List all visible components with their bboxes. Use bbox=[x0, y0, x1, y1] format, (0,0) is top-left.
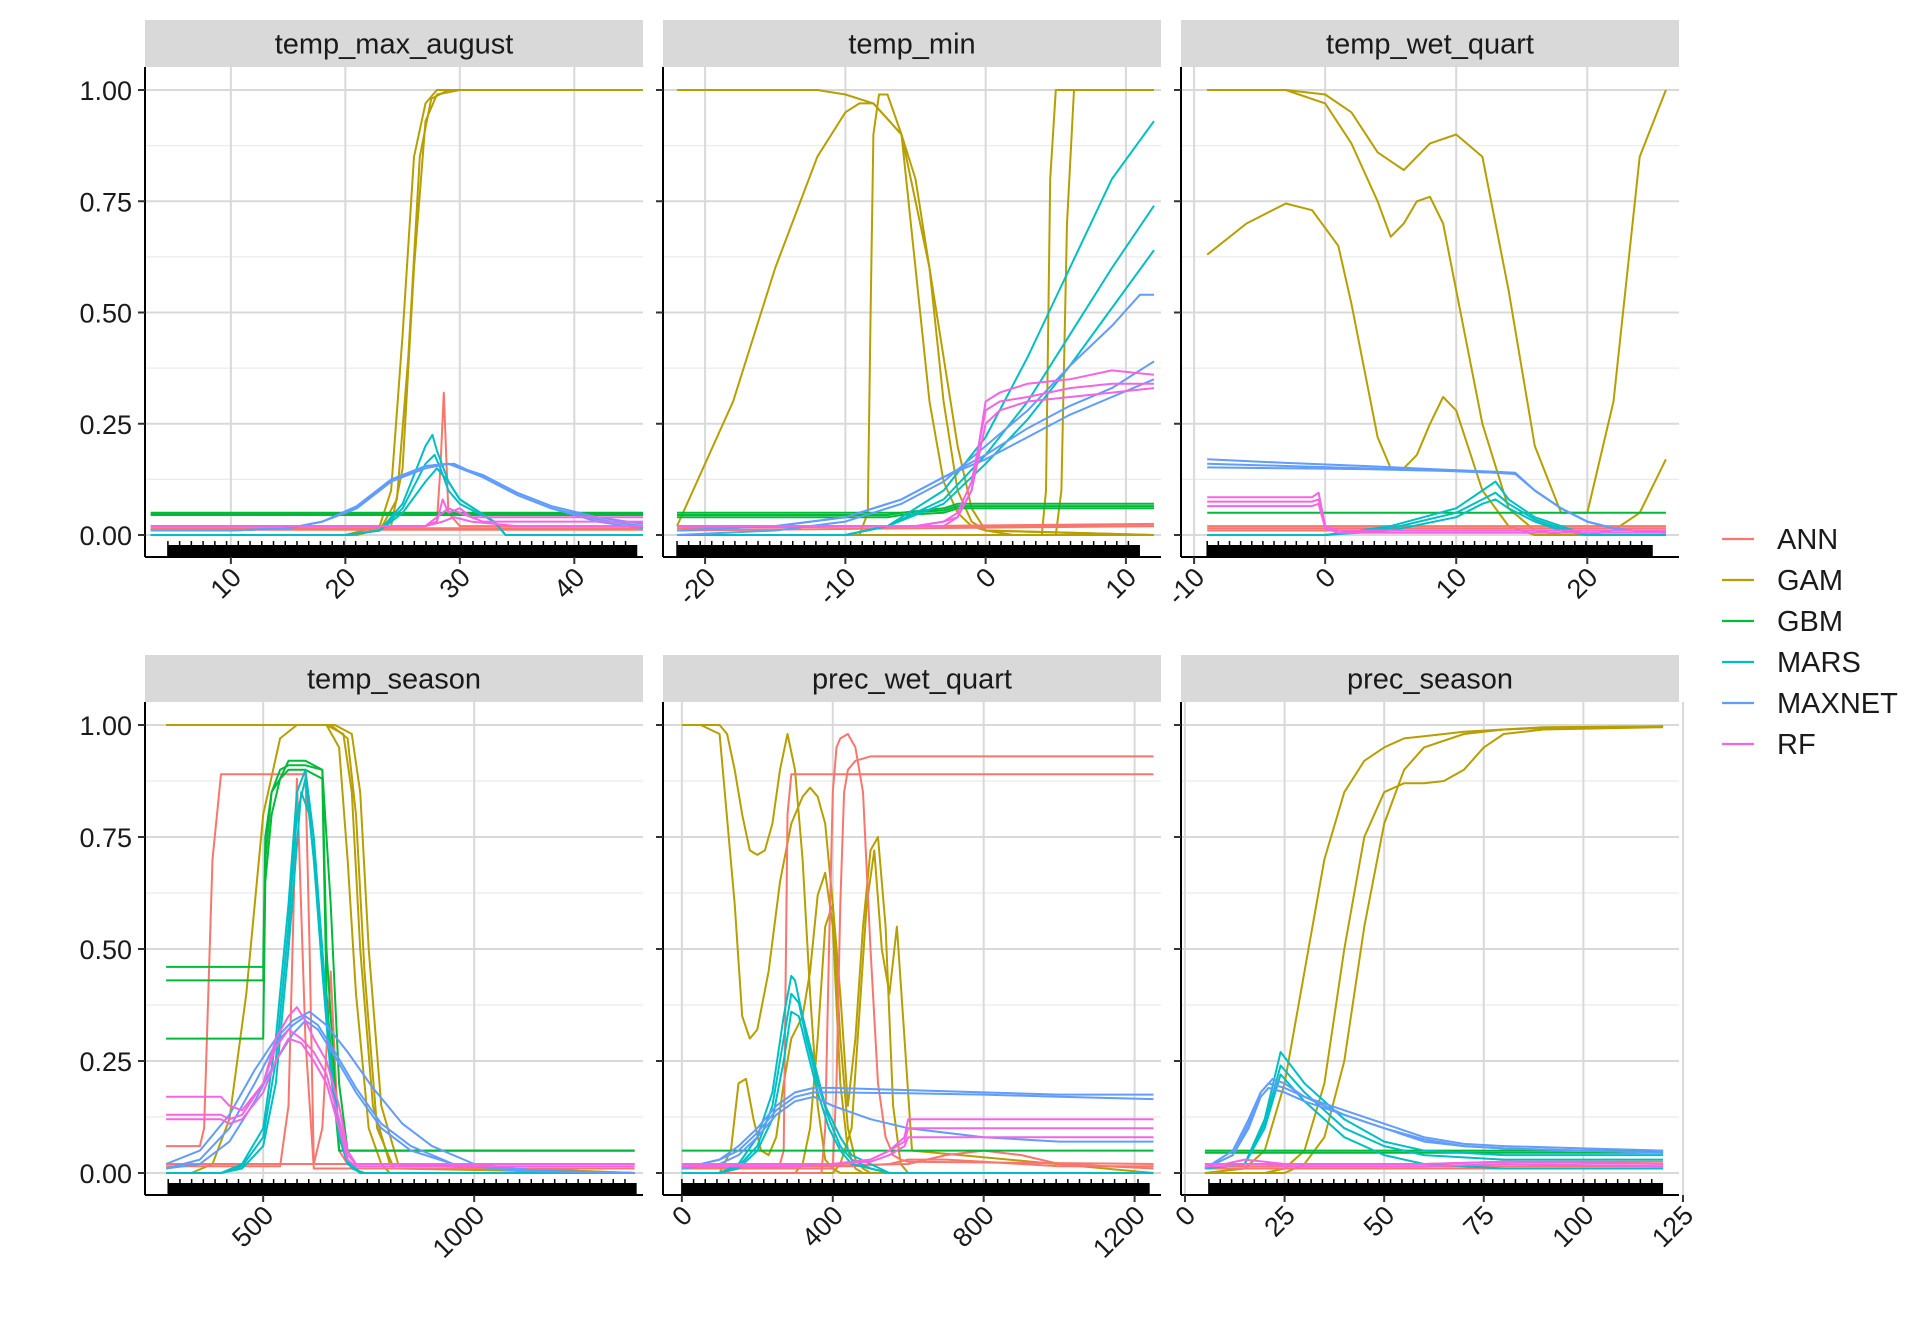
series-line-ann bbox=[166, 777, 635, 1170]
series-line-rf bbox=[150, 516, 643, 528]
gridlines bbox=[1181, 702, 1684, 1195]
series-line-gam bbox=[681, 871, 1154, 1174]
series-line-ann bbox=[166, 773, 635, 1165]
legend-label: GBM bbox=[1777, 606, 1843, 638]
legend: ANN GAM GBM MARS MAXNET RF bbox=[1722, 524, 1898, 761]
series-line-gam bbox=[677, 89, 1154, 536]
strip-temp-season bbox=[145, 655, 643, 702]
strip-temp-max-august bbox=[145, 20, 643, 67]
legend-item-ann: ANN bbox=[1722, 524, 1838, 556]
series-lines bbox=[681, 724, 1154, 1174]
series-lines bbox=[676, 89, 1155, 536]
legend-item-maxnet: MAXNET bbox=[1722, 688, 1898, 720]
rug-marks bbox=[167, 541, 638, 557]
legend-label: GAM bbox=[1777, 565, 1843, 597]
legend-item-gam: GAM bbox=[1722, 565, 1843, 597]
series-lines bbox=[165, 724, 635, 1174]
y-tick-label: 1.00 bbox=[79, 711, 132, 741]
y-tick-label: 0.75 bbox=[79, 187, 132, 217]
series-line-gam bbox=[1207, 89, 1667, 514]
series-line-gam bbox=[1204, 726, 1664, 1174]
rug-marks bbox=[676, 541, 1140, 557]
strip-temp-min bbox=[663, 20, 1161, 67]
series-line-mars bbox=[677, 249, 1155, 536]
rug-marks bbox=[1208, 1179, 1664, 1195]
series-line-maxnet bbox=[1204, 1082, 1664, 1170]
y-tick-label: 0.75 bbox=[79, 823, 132, 853]
series-line-mars bbox=[1207, 480, 1666, 536]
series-line-maxnet bbox=[681, 1086, 1154, 1170]
series-line-mars bbox=[1204, 1073, 1664, 1170]
series-line-rf bbox=[677, 387, 1155, 528]
legend-label: ANN bbox=[1777, 524, 1838, 556]
series-line-gbm bbox=[677, 507, 1154, 519]
series-lines bbox=[1206, 89, 1667, 536]
series-line-gbm bbox=[166, 759, 635, 1152]
strip-label: temp_min bbox=[848, 29, 975, 61]
series-line-mars bbox=[1204, 1051, 1664, 1170]
series-line-gam bbox=[1206, 202, 1667, 536]
legend-label: MARS bbox=[1777, 647, 1861, 679]
series-line-mars bbox=[166, 791, 635, 1174]
y-tick-label: 0.25 bbox=[79, 1047, 132, 1077]
series-line-maxnet bbox=[681, 1091, 1154, 1170]
series-line-maxnet bbox=[676, 378, 1155, 532]
series-line-gam bbox=[677, 93, 1155, 536]
legend-label: MAXNET bbox=[1777, 688, 1898, 720]
y-tick-label: 0.25 bbox=[79, 410, 132, 440]
series-line-mars bbox=[1204, 1064, 1664, 1170]
y-tick-label: 0.00 bbox=[79, 1159, 132, 1189]
strip-label: prec_season bbox=[1347, 664, 1513, 696]
gridlines bbox=[663, 702, 1161, 1195]
series-line-gam bbox=[681, 836, 1154, 1174]
series-line-maxnet bbox=[676, 293, 1154, 536]
series-lines bbox=[150, 89, 644, 536]
strip-label: temp_wet_quart bbox=[1326, 29, 1534, 61]
series-line-maxnet bbox=[165, 1010, 635, 1174]
series-line-mars bbox=[150, 467, 643, 536]
series-line-rf bbox=[166, 1037, 635, 1168]
series-line-rf bbox=[1204, 1163, 1664, 1168]
series-line-gam bbox=[677, 89, 1155, 536]
strip-label: temp_max_august bbox=[275, 29, 514, 61]
rug-marks bbox=[681, 1179, 1150, 1195]
series-line-rf bbox=[1207, 502, 1666, 534]
series-line-mars bbox=[681, 1010, 1154, 1174]
legend-label: RF bbox=[1777, 729, 1816, 761]
series-line-maxnet bbox=[150, 462, 644, 532]
strip-label: prec_wet_quart bbox=[812, 664, 1012, 696]
legend-item-mars: MARS bbox=[1722, 647, 1861, 679]
legend-item-rf: RF bbox=[1722, 729, 1816, 761]
series-line-rf bbox=[677, 382, 1154, 528]
strip-temp-wet-quart bbox=[1181, 20, 1679, 67]
series-line-maxnet bbox=[1204, 1077, 1664, 1170]
series-line-ann bbox=[681, 733, 1154, 1174]
y-tick-label: 1.00 bbox=[79, 76, 132, 106]
panel-temp-wet-quart: temp_wet_quart-10 0 10 20 bbox=[1162, 20, 1679, 611]
series-line-maxnet bbox=[1207, 466, 1666, 534]
strip-prec-wet-quart bbox=[663, 655, 1161, 702]
y-tick-label: 0.50 bbox=[79, 935, 132, 965]
series-line-rf bbox=[166, 1028, 635, 1165]
series-line-rf bbox=[1204, 1158, 1664, 1165]
rug-marks bbox=[167, 1179, 637, 1195]
series-line-maxnet bbox=[165, 1019, 635, 1174]
y-tick-label: 0.00 bbox=[79, 521, 132, 551]
y-tick-label: 0.50 bbox=[79, 299, 132, 329]
series-lines bbox=[1204, 725, 1664, 1174]
series-line-rf bbox=[681, 1136, 1154, 1168]
strip-label: temp_season bbox=[307, 664, 481, 696]
series-line-rf bbox=[166, 1006, 635, 1165]
strip-prec-season bbox=[1181, 655, 1679, 702]
series-line-maxnet bbox=[165, 1015, 635, 1174]
legend-item-gbm: GBM bbox=[1722, 606, 1843, 638]
rug-marks bbox=[1206, 541, 1653, 557]
series-line-gbm bbox=[677, 502, 1154, 514]
